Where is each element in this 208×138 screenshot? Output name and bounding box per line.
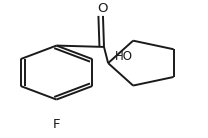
Text: O: O <box>98 2 108 15</box>
Text: F: F <box>53 118 60 131</box>
Text: HO: HO <box>115 50 133 63</box>
